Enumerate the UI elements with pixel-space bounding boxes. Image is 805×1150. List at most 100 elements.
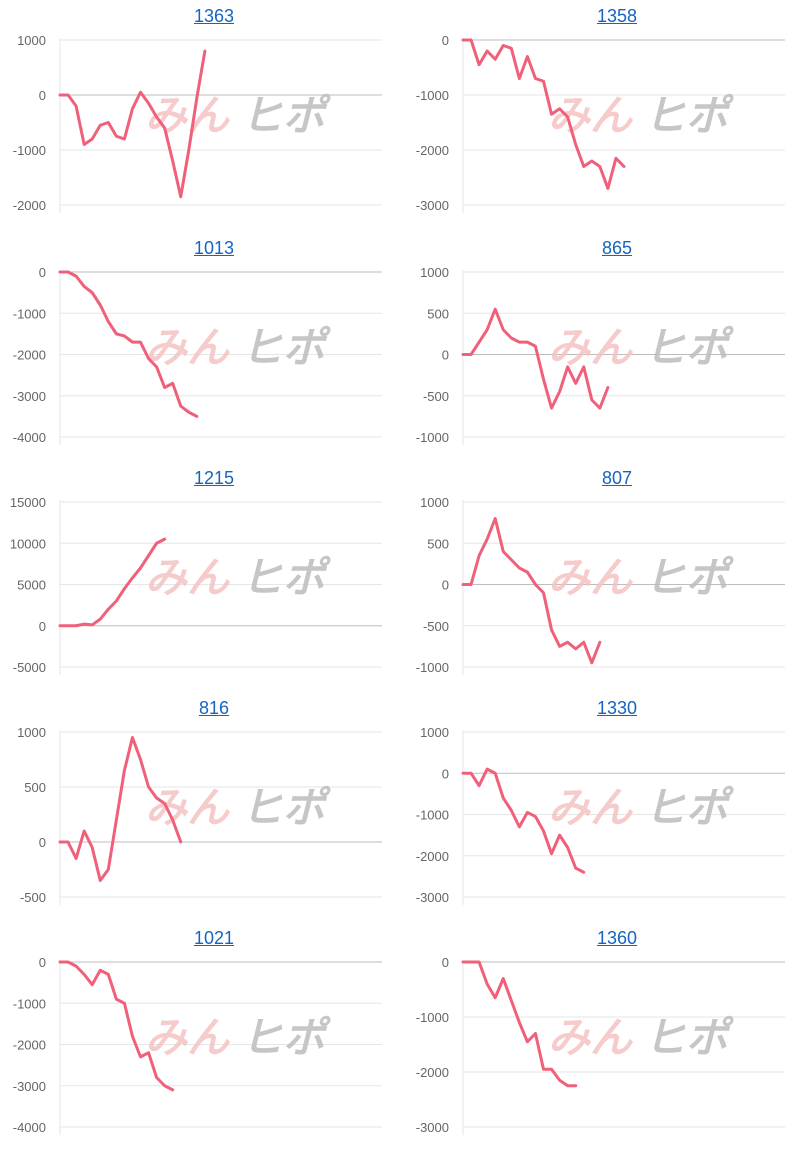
y-tick-label: -1000 <box>13 143 46 158</box>
y-tick-label: -1000 <box>416 88 449 103</box>
chart-title-link[interactable]: 1330 <box>596 698 638 718</box>
watermark-text-right: ヒポ <box>644 783 734 832</box>
watermark-logo: みん ヒポ <box>145 783 331 832</box>
line-chart: 1000 500 0 -500 -1000 みん ヒポ <box>416 265 785 445</box>
watermark-text-left: みん <box>548 323 634 372</box>
line-chart: 1000 0 -1000 -2000 -3000 みん ヒポ <box>416 725 785 905</box>
chart-title-link[interactable]: 1358 <box>596 6 638 26</box>
y-tick-label: -3000 <box>13 389 46 404</box>
chart-panel-807: 807 1000 500 0 -500 -1000 みん ヒポ <box>403 462 803 690</box>
watermark-text-left: みん <box>145 1013 231 1062</box>
watermark-logo: みん ヒポ <box>145 553 331 602</box>
y-tick-label: -2000 <box>416 143 449 158</box>
watermark-logo: みん ヒポ <box>145 1013 331 1062</box>
line-chart: 0 -1000 -2000 -3000 みん ヒポ <box>416 955 785 1135</box>
y-tick-label: 500 <box>427 306 449 321</box>
y-tick-label: -2000 <box>13 348 46 363</box>
y-tick-label: -2000 <box>416 1065 449 1080</box>
watermark-logo: みん ヒポ <box>145 323 331 372</box>
watermark-logo: みん ヒポ <box>145 91 331 140</box>
watermark-text-right: ヒポ <box>241 783 331 832</box>
series-line <box>461 517 602 665</box>
chart-panel-1021: 1021 0 -1000 -2000 -3000 -4000 みん ヒポ <box>0 922 400 1150</box>
watermark-text-right: ヒポ <box>644 91 734 140</box>
chart-title-link[interactable]: 816 <box>198 698 230 718</box>
y-tick-label: 1000 <box>17 33 46 48</box>
watermark-logo: みん ヒポ <box>548 323 734 372</box>
y-tick-label: 500 <box>24 780 46 795</box>
y-tick-label: 5000 <box>17 578 46 593</box>
y-tick-label: -1000 <box>416 430 449 445</box>
line-chart: 1000 500 0 -500 -1000 みん ヒポ <box>416 495 785 675</box>
watermark-text-left: みん <box>145 323 231 372</box>
watermark-text-right: ヒポ <box>241 91 331 140</box>
chart-title-link[interactable]: 1215 <box>193 468 235 488</box>
watermark-text-left: みん <box>145 553 231 602</box>
y-tick-label: 15000 <box>10 495 46 510</box>
series-line <box>461 38 626 190</box>
y-tick-label: -500 <box>423 619 449 634</box>
watermark-text-left: みん <box>145 91 231 140</box>
watermark-text-right: ヒポ <box>241 553 331 602</box>
y-tick-label: -500 <box>423 389 449 404</box>
chart-title-link[interactable]: 865 <box>601 238 633 258</box>
chart-panel-1363: 1363 1000 0 -1000 -2000 みん ヒポ <box>0 0 400 228</box>
y-tick-label: 0 <box>39 619 46 634</box>
y-tick-label: -1000 <box>416 1010 449 1025</box>
chart-panel-1330: 1330 1000 0 -1000 -2000 -3000 みん ヒポ <box>403 692 803 920</box>
y-tick-label: 500 <box>427 536 449 551</box>
y-tick-label: -1000 <box>13 996 46 1011</box>
watermark-text-left: みん <box>548 1013 634 1062</box>
series-line <box>461 307 610 410</box>
chart-title-link[interactable]: 807 <box>601 468 633 488</box>
line-chart: 1000 500 0 -500 みん ヒポ <box>17 725 382 905</box>
y-tick-label: 1000 <box>420 265 449 280</box>
y-tick-label: -5000 <box>13 660 46 675</box>
chart-title-link[interactable]: 1360 <box>596 928 638 948</box>
watermark-text-left: みん <box>548 783 634 832</box>
chart-title-link[interactable]: 1021 <box>193 928 235 948</box>
watermark-text-left: みん <box>548 553 634 602</box>
watermark-logo: みん ヒポ <box>548 553 734 602</box>
watermark-logo: みん ヒポ <box>548 783 734 832</box>
series-line <box>58 960 175 1092</box>
y-tick-label: -3000 <box>416 890 449 905</box>
y-tick-label: 0 <box>39 265 46 280</box>
watermark-text-left: みん <box>548 91 634 140</box>
y-tick-label: -500 <box>20 890 46 905</box>
y-tick-label: 0 <box>442 348 449 363</box>
y-tick-label: -2000 <box>416 849 449 864</box>
series-line <box>58 49 207 199</box>
y-tick-label: -3000 <box>416 1120 449 1135</box>
y-tick-label: 0 <box>442 766 449 781</box>
chart-title-link[interactable]: 1363 <box>193 6 235 26</box>
watermark-text-right: ヒポ <box>241 1013 331 1062</box>
chart-panel-1013: 1013 0 -1000 -2000 -3000 -4000 みん ヒポ <box>0 232 400 460</box>
series-line <box>461 767 586 874</box>
y-tick-label: -2000 <box>13 1038 46 1053</box>
line-chart: 1000 0 -1000 -2000 みん ヒポ <box>13 33 382 213</box>
series-line <box>58 270 199 418</box>
line-chart: 0 -1000 -2000 -3000 みん ヒポ <box>416 33 785 213</box>
chart-panel-865: 865 1000 500 0 -500 -1000 みん ヒポ <box>403 232 803 460</box>
line-chart: 0 -1000 -2000 -3000 -4000 みん ヒポ <box>13 265 382 445</box>
series-line <box>58 736 183 882</box>
chart-title-link[interactable]: 1013 <box>193 238 235 258</box>
y-tick-label: 1000 <box>420 495 449 510</box>
series-line <box>461 960 578 1088</box>
y-tick-label: 0 <box>442 578 449 593</box>
y-tick-label: -3000 <box>13 1079 46 1094</box>
chart-panel-1358: 1358 0 -1000 -2000 -3000 みん ヒポ <box>403 0 803 228</box>
watermark-logo: みん ヒポ <box>548 91 734 140</box>
y-tick-label: 0 <box>39 835 46 850</box>
y-tick-label: -1000 <box>416 660 449 675</box>
y-tick-label: -4000 <box>13 430 46 445</box>
y-tick-label: -1000 <box>13 306 46 321</box>
watermark-logo: みん ヒポ <box>548 1013 734 1062</box>
y-tick-label: -1000 <box>416 808 449 823</box>
y-tick-label: -4000 <box>13 1120 46 1135</box>
chart-panel-1215: 1215 15000 10000 5000 0 -5000 みん ヒポ <box>0 462 400 690</box>
y-tick-label: 0 <box>39 955 46 970</box>
y-tick-label: 0 <box>39 88 46 103</box>
